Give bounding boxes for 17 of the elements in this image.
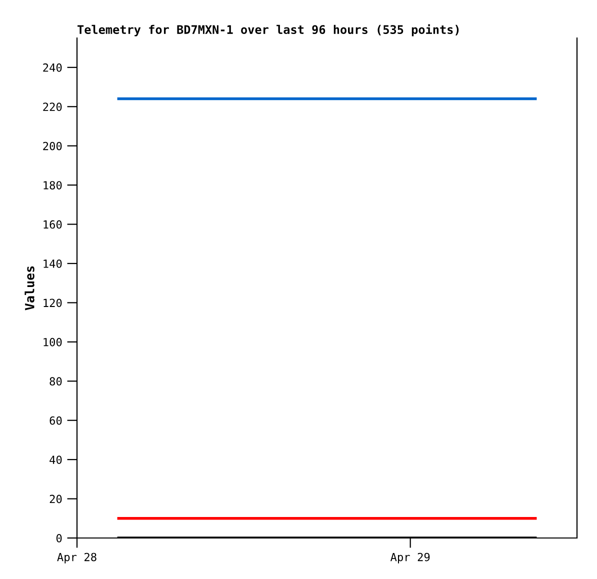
y-tick-label: 100 [44,338,62,346]
chart-title: Telemetry for BD7MXN-1 over last 96 hours (535 points) [78,24,459,36]
y-tick-label: 0 [56,534,62,542]
y-axis-title: Values [24,266,34,310]
y-tick-label: 180 [44,181,62,190]
y-tick-label: 140 [44,259,62,268]
y-tick-label: 40 [50,456,62,464]
x-tick-label: Apr 29 [390,552,430,564]
y-tick-label: 20 [50,494,62,504]
y-tick-label: 120 [44,298,62,308]
x-tick-label: Apr 28 [57,552,96,564]
y-tick-label: 200 [43,142,62,150]
y-tick-label: 60 [50,416,62,425]
y-tick-label: 160 [44,220,62,229]
y-tick-label: 220 [43,102,62,112]
y-tick-label: 240 [43,63,62,72]
y-tick-label: 80 [50,377,62,386]
